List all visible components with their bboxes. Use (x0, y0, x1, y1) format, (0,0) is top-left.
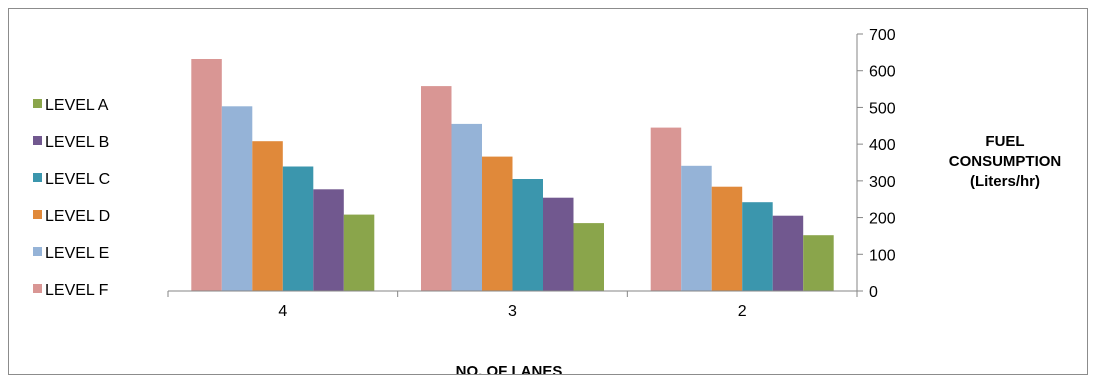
bar-level-e-lanes-4 (221, 106, 253, 291)
y-tick-label: 400 (869, 137, 896, 154)
bar-level-f-lanes-2 (650, 127, 682, 291)
y-tick-label: 100 (869, 247, 896, 264)
bar-level-d-lanes-3 (482, 156, 513, 291)
bar-level-d-lanes-2 (711, 186, 743, 291)
y-axis-title-line2: CONSUMPTION (949, 153, 1062, 170)
x-axis-title: NO. OF LANES (456, 363, 563, 374)
bar-level-f-lanes-4 (191, 59, 222, 291)
y-tick-label: 0 (869, 284, 878, 301)
axes: 4 3 2 0 100 200 300 400 500 600 700 (167, 27, 896, 320)
legend-label-level-a: LEVEL A (45, 97, 109, 114)
bar-chart: LEVEL A LEVEL B LEVEL C LEVEL D LEVEL E LEVEL… (33, 27, 1062, 380)
x-tick-label: 4 (278, 303, 287, 320)
legend-swatch-level-d (33, 210, 42, 219)
legend-label-level-b: LEVEL B (45, 134, 109, 151)
x-tick-label: 2 (738, 303, 747, 320)
y-axis-title-line3: (Liters/hr) (970, 173, 1040, 190)
bar-level-c-lanes-2 (742, 202, 773, 291)
bar-level-b-lanes-4 (313, 189, 344, 291)
bar-level-d-lanes-4 (252, 141, 283, 291)
bar-level-e-lanes-3 (451, 123, 482, 292)
bar-level-a-lanes-4 (343, 214, 375, 291)
y-tick-label: 500 (869, 100, 896, 117)
y-tick-label: 200 (869, 211, 896, 228)
legend-swatch-level-f (33, 284, 42, 293)
legend-label-level-e: LEVEL E (45, 245, 109, 262)
legend-label-level-d: LEVEL D (45, 208, 110, 225)
y-tick-label: 300 (869, 174, 896, 191)
y-tick-label: 700 (869, 27, 896, 44)
chart-frame: LEVEL A LEVEL B LEVEL C LEVEL D LEVEL E LEVEL… (8, 8, 1088, 380)
bar-level-c-lanes-4 (282, 166, 314, 291)
legend-swatch-level-a (33, 99, 42, 108)
legend-label-level-c: LEVEL C (45, 171, 110, 188)
bar-level-a-lanes-2 (803, 235, 834, 291)
legend-swatch-level-b (33, 136, 42, 145)
bar-level-f-lanes-3 (421, 86, 452, 291)
y-axis-title-line1: FUEL (985, 133, 1024, 150)
legend-swatch-level-c (33, 173, 42, 182)
y-tick-label: 600 (869, 64, 896, 81)
x-tick-label: 3 (508, 303, 517, 320)
bar-level-a-lanes-3 (573, 223, 604, 291)
legend: LEVEL A LEVEL B LEVEL C LEVEL D LEVEL E LEVEL… (33, 97, 110, 299)
bars (191, 59, 834, 292)
bar-level-b-lanes-3 (543, 197, 574, 291)
bar-level-e-lanes-2 (681, 165, 712, 291)
legend-swatch-level-e (33, 247, 42, 256)
legend-label-level-f: LEVEL F (45, 282, 109, 299)
bar-level-c-lanes-3 (512, 179, 543, 291)
bar-level-b-lanes-2 (772, 215, 804, 291)
